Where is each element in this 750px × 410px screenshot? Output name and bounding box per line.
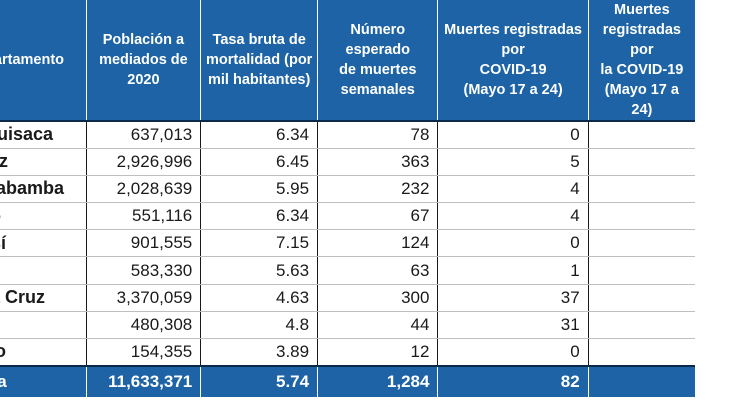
header-esperado: Número esperado de muertes semanales	[317, 0, 439, 121]
cell-covid: 0	[437, 229, 589, 258]
cell-name: Chuquisaca	[0, 121, 87, 149]
cell-esperado: 124	[317, 229, 439, 258]
cell-extra	[588, 284, 695, 312]
cell-esperado: 44	[317, 311, 439, 340]
cell-poblacion: 583,330	[86, 256, 202, 285]
total-extra	[588, 364, 695, 397]
cell-poblacion: 551,116	[86, 202, 202, 231]
cell-esperado: 232	[317, 175, 439, 204]
header-covid: Muertes registradas por COVID-19 (Mayo 17 …	[437, 0, 589, 121]
header-line: la COVID-19	[600, 62, 684, 78]
cell-name: Beni	[0, 311, 87, 340]
header-line: Tasa bruta de	[212, 32, 306, 48]
cell-covid: 0	[437, 338, 589, 367]
table-footer: Bolivia 11,633,371 5.74 1,284 82	[0, 364, 695, 397]
cell-esperado: 63	[317, 256, 439, 285]
cell-tasa: 7.15	[200, 229, 319, 258]
header-line: Departamento	[0, 52, 65, 68]
cell-extra	[588, 256, 695, 285]
cell-extra	[588, 311, 695, 340]
total-name: Bolivia	[0, 364, 87, 397]
total-poblacion: 11,633,371	[86, 364, 202, 397]
cell-covid: 37	[437, 284, 589, 312]
cell-poblacion: 154,355	[86, 338, 202, 367]
header-line: Población a	[102, 32, 185, 48]
cell-extra	[588, 229, 695, 258]
cell-covid: 31	[437, 311, 589, 340]
header-departamento: Departamento	[0, 0, 87, 121]
cell-tasa: 6.34	[200, 202, 319, 231]
header-line: Número esperado	[345, 22, 410, 58]
cell-extra	[588, 121, 695, 149]
header-poblacion: Población a mediados de 2020	[86, 0, 202, 121]
cell-covid: 5	[437, 148, 589, 176]
header-tasa: Tasa bruta de mortalidad (por mil habitant…	[200, 0, 319, 121]
total-tasa: 5.74	[200, 364, 319, 397]
cell-poblacion: 480,308	[86, 311, 202, 340]
header-line: (Mayo 17 a 24)	[604, 82, 679, 118]
cell-extra	[588, 202, 695, 231]
cell-name: Santa Cruz	[0, 284, 87, 312]
cell-extra	[588, 175, 695, 204]
cell-esperado: 300	[317, 284, 439, 312]
cell-covid: 4	[437, 175, 589, 204]
cell-name: Oruro	[0, 202, 87, 231]
cell-poblacion: 3,370,059	[86, 284, 202, 312]
cell-esperado: 363	[317, 148, 439, 176]
cell-tasa: 4.8	[200, 311, 319, 340]
table-header: Departamento Población a mediados de 2020 T…	[0, 0, 695, 121]
cell-tasa: 4.63	[200, 284, 319, 312]
cell-extra	[588, 338, 695, 367]
cell-poblacion: 2,926,996	[86, 148, 202, 176]
header-line: semanales	[340, 82, 415, 98]
cell-tasa: 3.89	[200, 338, 319, 367]
header-line: mil habitantes)	[208, 72, 311, 88]
header-line: Muertes registradas por	[602, 2, 681, 58]
cell-name: La Paz	[0, 148, 87, 176]
cell-tasa: 5.95	[200, 175, 319, 204]
header-line: mortalidad (por	[205, 52, 313, 68]
cell-poblacion: 2,028,639	[86, 175, 202, 204]
cell-poblacion: 901,555	[86, 229, 202, 258]
cell-name: Potosí	[0, 229, 87, 258]
cell-tasa: 5.63	[200, 256, 319, 285]
header-line: COVID-19	[479, 62, 547, 78]
cell-extra	[588, 148, 695, 176]
cell-name: Cochabamba	[0, 175, 87, 204]
total-row: Bolivia 11,633,371 5.74 1,284 82	[0, 364, 695, 397]
header-line: (Mayo 17 a 24)	[463, 82, 563, 98]
cell-poblacion: 637,013	[86, 121, 202, 149]
header-covid-extra: Muertes registradas por la COVID-19 (Mayo …	[588, 0, 695, 121]
header-line: de muertes	[339, 62, 417, 78]
cell-name: Tarija	[0, 256, 87, 285]
cell-esperado: 12	[317, 338, 439, 367]
cell-esperado: 67	[317, 202, 439, 231]
cell-tasa: 6.34	[200, 121, 319, 149]
header-line: mediados de 2020	[99, 52, 188, 88]
cell-covid: 4	[437, 202, 589, 231]
cell-name: Pando	[0, 338, 87, 367]
cell-tasa: 6.45	[200, 148, 319, 176]
cell-esperado: 78	[317, 121, 439, 149]
cell-covid: 0	[437, 121, 589, 149]
cell-covid: 1	[437, 256, 589, 285]
total-esperado: 1,284	[317, 364, 439, 397]
header-line: Muertes registradas por	[444, 22, 582, 58]
mortality-table: Departamento Población a mediados de 2020 T…	[0, 0, 695, 397]
total-covid: 82	[437, 364, 589, 397]
